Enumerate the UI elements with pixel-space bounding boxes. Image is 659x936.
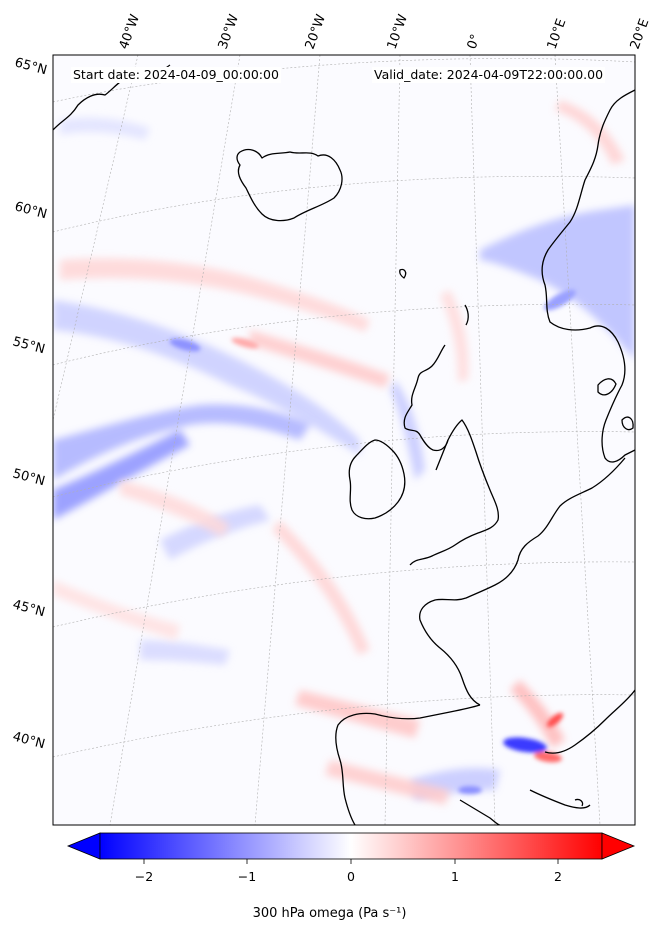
colorbar: −2 −1 0 1 2 bbox=[66, 832, 636, 884]
colorbar-tick: −2 bbox=[135, 869, 153, 884]
lat-label-65n: 65°N bbox=[13, 55, 49, 78]
colorbar-extend-max bbox=[601, 832, 636, 860]
start-date-label: Start date: 2024-04-09_00:00:00 bbox=[71, 67, 281, 83]
latitude-labels: 65°N 60°N 55°N 50°N 45°N 40°N bbox=[11, 55, 49, 752]
lat-label-40n: 40°N bbox=[11, 729, 47, 752]
valid-date-label: Valid_date: 2024-04-09T22:00:00.00 bbox=[372, 67, 606, 83]
lon-label-10e: 10°E bbox=[545, 17, 570, 52]
colorbar-gradient bbox=[99, 832, 603, 860]
colorbar-extend-min bbox=[66, 832, 101, 860]
lat-label-50n: 50°N bbox=[11, 466, 47, 489]
lat-label-60n: 60°N bbox=[13, 199, 49, 222]
lon-label-0: 0° bbox=[465, 32, 484, 51]
lat-label-55n: 55°N bbox=[11, 334, 47, 357]
colorbar-tick: 2 bbox=[554, 869, 562, 884]
lon-label-20e: 20°E bbox=[628, 17, 653, 52]
omega-field bbox=[53, 55, 635, 825]
longitude-labels: 40°W 30°W 20°W 10°W 0° 10°E 20°E bbox=[117, 12, 653, 51]
lon-label-10w: 10°W bbox=[385, 12, 411, 51]
colorbar-tick: −1 bbox=[238, 869, 256, 884]
map-frame bbox=[52, 54, 636, 826]
lon-label-40w: 40°W bbox=[117, 12, 143, 51]
lon-label-20w: 20°W bbox=[303, 12, 329, 51]
lat-label-45n: 45°N bbox=[11, 597, 47, 620]
graticule bbox=[53, 55, 635, 825]
colorbar-label: 300 hPa omega (Pa s⁻¹) bbox=[252, 906, 407, 921]
lon-label-30w: 30°W bbox=[216, 12, 242, 51]
colorbar-tick: 0 bbox=[347, 869, 355, 884]
colorbar-tick: 1 bbox=[451, 869, 459, 884]
